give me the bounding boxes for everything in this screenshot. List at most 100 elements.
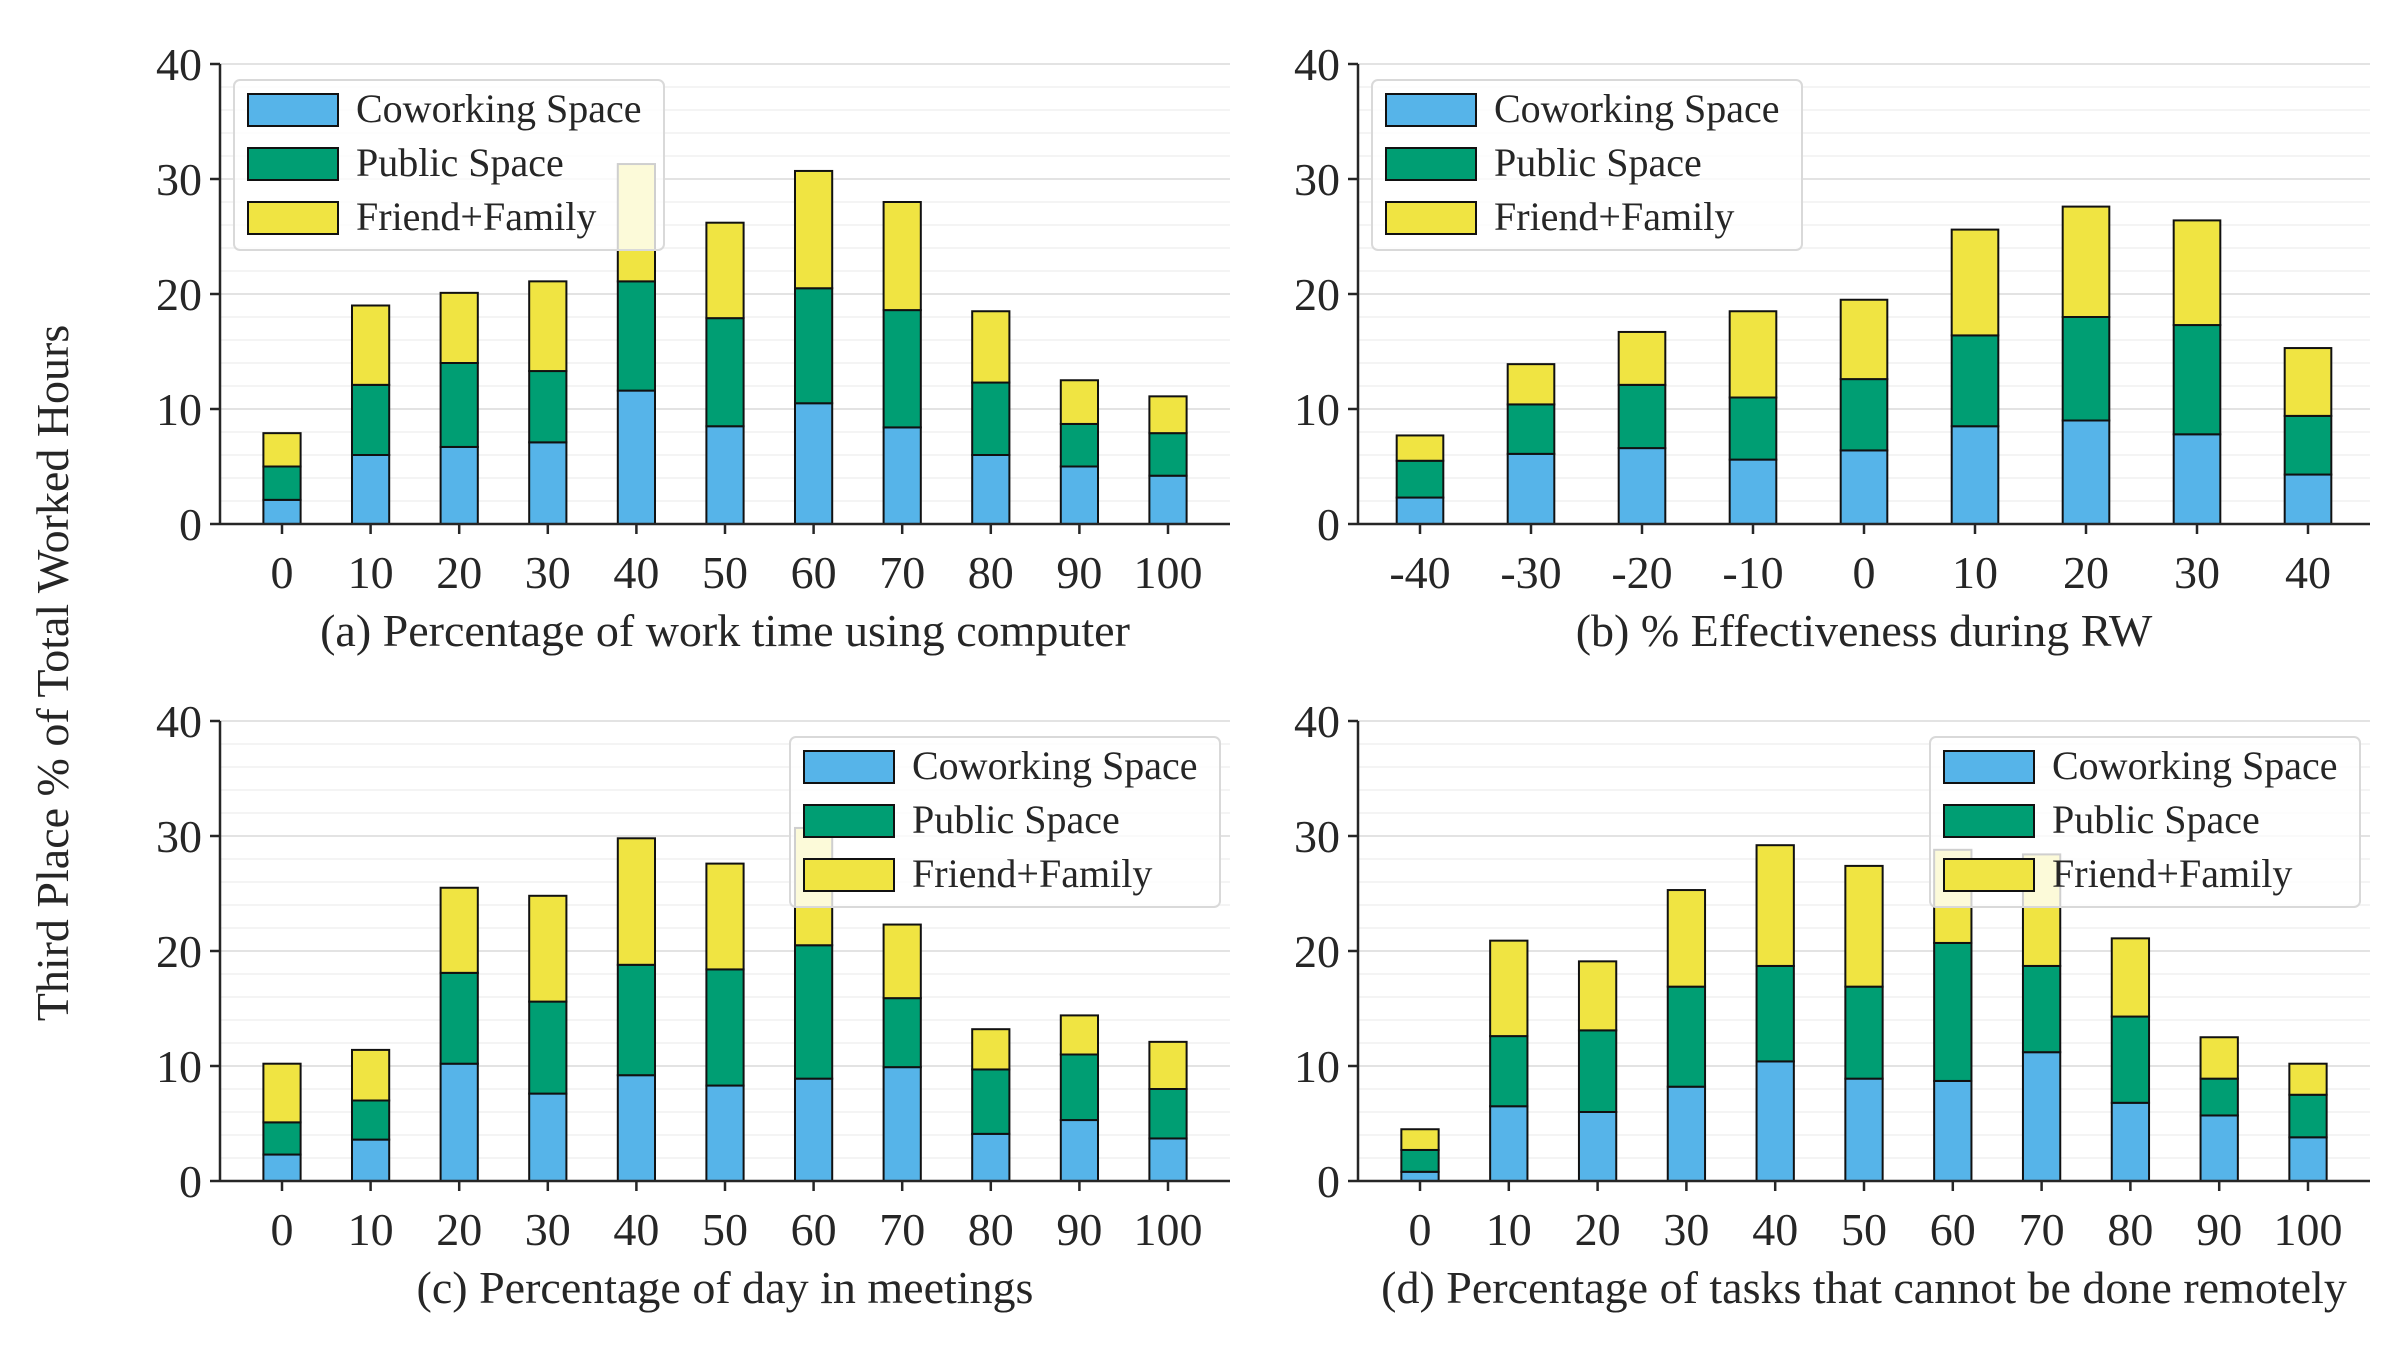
x-tick-label: 20 (436, 547, 482, 598)
bar-public-space-20 (1577, 1029, 1618, 1113)
bar-public-space--20 (1617, 383, 1667, 450)
bar-coworking-space-0 (262, 498, 302, 526)
x-tick-label: 50 (1841, 1204, 1887, 1255)
y-tick-label: 0 (1317, 1156, 1340, 1207)
x-tick-label: -20 (1611, 547, 1672, 598)
bar-friend-family-90 (1059, 379, 1100, 425)
bar-friend-family-70 (882, 923, 922, 1000)
bar-coworking-space-30 (528, 1092, 568, 1182)
bar-coworking-space-20 (1577, 1111, 1618, 1182)
bar-friend-family--40 (1395, 434, 1445, 462)
y-tick-label: 40 (156, 696, 202, 747)
bar-friend-family--30 (1506, 363, 1556, 406)
bar-friend-family-0 (1400, 1128, 1440, 1151)
x-tick-label: 50 (702, 1204, 748, 1255)
bar-public-space-10 (1950, 334, 2000, 428)
bar-public-space-80 (971, 1068, 1011, 1135)
x-tick-label: 60 (791, 547, 837, 598)
bar-coworking-space-30 (528, 441, 568, 526)
bar-friend-family-0 (262, 1062, 302, 1124)
y-tick-label: 40 (1294, 696, 1340, 747)
bar-friend-family-20 (2061, 205, 2111, 319)
legend-label: Public Space (2052, 797, 2260, 842)
chart-panel-c: 0 10 20 30 40 0 10 20 30 40 50 60 70 80 90 100 (c) Perce… (156, 696, 1230, 1313)
y-tick-label: 30 (1294, 811, 1340, 862)
legend-swatch (247, 147, 339, 181)
x-tick-label: 10 (1486, 1204, 1532, 1255)
bar-coworking-space-80 (971, 454, 1011, 525)
legend-label: Coworking Space (1494, 86, 1780, 131)
x-tick-label: 30 (525, 547, 571, 598)
bar-public-space-40 (616, 280, 657, 392)
y-tick-label: 0 (179, 1156, 202, 1207)
y-tick-label: 30 (156, 811, 202, 862)
bar-coworking-space-80 (2110, 1101, 2151, 1183)
bar-friend-family-80 (971, 310, 1011, 384)
bar-friend-family-0 (262, 432, 302, 468)
bar-friend-family-90 (1059, 1014, 1100, 1056)
bar-friend-family-0 (1839, 298, 1889, 381)
bar-coworking-space-60 (793, 402, 834, 525)
bar-public-space-10 (350, 383, 391, 457)
bar-coworking-space-0 (1400, 1170, 1440, 1183)
y-tick-label: 30 (156, 154, 202, 205)
x-tick-label: 10 (348, 1204, 394, 1255)
bar-coworking-space-0 (262, 1153, 302, 1183)
bar-coworking-space--20 (1617, 447, 1667, 526)
bar-friend-family-10 (1489, 939, 1529, 1038)
legend-label: Friend+Family (356, 194, 596, 239)
bar-public-space-30 (1666, 985, 1707, 1088)
bar-public-space-20 (439, 362, 479, 448)
bar-public-space-90 (2199, 1077, 2239, 1117)
bar-friend-family-80 (971, 1028, 1011, 1071)
legend: Coworking Space Public Space Friend+Family (1929, 736, 2361, 908)
x-tick-label: 40 (613, 1204, 659, 1255)
x-tick-label: 60 (791, 1204, 837, 1255)
x-tick-label: 40 (1752, 1204, 1798, 1255)
bar-coworking-space-10 (1489, 1105, 1529, 1182)
bar-friend-family-20 (439, 291, 479, 365)
bar-public-space-90 (1059, 422, 1100, 468)
bar-coworking-space--30 (1506, 452, 1556, 526)
bar-public-space-30 (2172, 324, 2222, 436)
bar-public-space-70 (882, 309, 922, 429)
bar-public-space-0 (262, 465, 302, 501)
bar-friend-family-70 (882, 201, 922, 312)
legend-swatch (247, 93, 339, 127)
x-tick-label: 30 (1663, 1204, 1709, 1255)
x-axis-label: (c) Percentage of day in meetings (417, 1262, 1034, 1313)
x-tick-label: 10 (348, 547, 394, 598)
legend-swatch (803, 750, 895, 784)
bar-coworking-space-40 (1755, 1060, 1795, 1183)
y-tick-label: 10 (1294, 1041, 1340, 1092)
bar-public-space-50 (705, 968, 745, 1087)
bar-friend-family-20 (439, 886, 479, 974)
bar-friend-family-40 (616, 837, 657, 966)
bar-public-space--40 (1395, 459, 1445, 499)
bar-coworking-space-50 (705, 1084, 745, 1183)
bar-public-space-70 (882, 997, 922, 1069)
bar-friend-family-60 (793, 169, 834, 290)
legend-swatch (1385, 201, 1477, 235)
bar-friend-family-100 (1148, 1040, 1188, 1090)
bar-friend-family-30 (528, 894, 568, 1003)
legend-swatch (1385, 147, 1477, 181)
bar-friend-family-30 (1666, 889, 1707, 988)
x-tick-label: 30 (525, 1204, 571, 1255)
bar-public-space-60 (793, 944, 834, 1080)
bar-coworking-space-40 (616, 389, 657, 525)
bar-friend-family-100 (1148, 395, 1188, 435)
bar-friend-family-50 (705, 221, 745, 320)
legend-label: Public Space (912, 797, 1120, 842)
legend-frame (789, 736, 1221, 908)
y-tick-label: 0 (179, 499, 202, 550)
x-tick-label: 90 (1056, 547, 1102, 598)
bar-friend-family-10 (1950, 228, 2000, 337)
bar-coworking-space-70 (2021, 1051, 2062, 1182)
chart-panel-d: 0 10 20 30 40 0 10 20 30 40 50 60 70 80 90 100 (d) Perce… (1294, 696, 2370, 1313)
x-tick-label: 30 (2174, 547, 2220, 598)
bar-public-space-60 (793, 287, 834, 405)
bar-public-space-50 (705, 317, 745, 428)
x-tick-label: 80 (968, 547, 1014, 598)
